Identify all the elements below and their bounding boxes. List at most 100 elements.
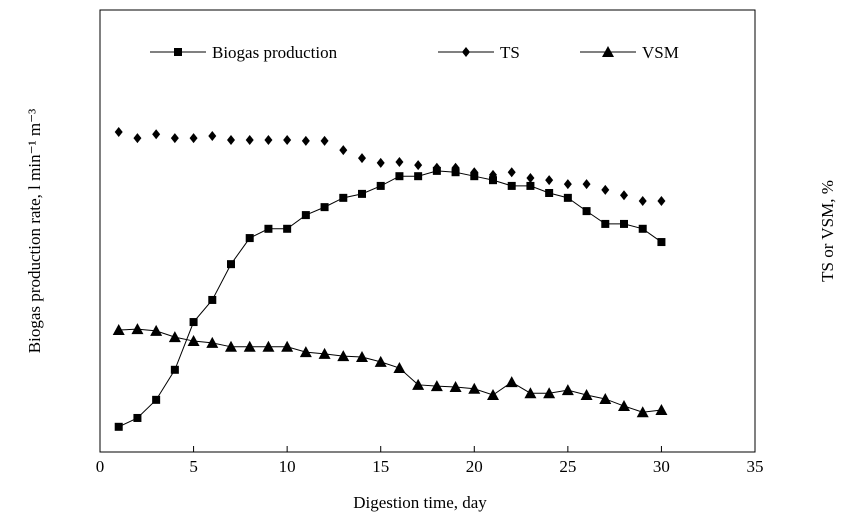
data-point xyxy=(170,365,179,374)
data-point xyxy=(543,387,556,399)
data-point xyxy=(430,380,443,392)
data-point xyxy=(489,176,497,185)
x-tick-label: 20 xyxy=(466,457,483,476)
data-point xyxy=(545,175,554,186)
data-point xyxy=(262,340,275,352)
y2-axis-label: TS or VSM, % xyxy=(818,180,837,282)
legend-marker xyxy=(602,46,614,57)
data-point xyxy=(281,340,294,352)
y-axis-label: Biogas production rate, l min⁻¹ m⁻³ xyxy=(25,109,44,353)
data-point xyxy=(131,323,144,335)
data-point xyxy=(563,179,572,190)
data-point xyxy=(245,234,254,243)
data-point xyxy=(395,172,404,181)
data-point xyxy=(114,126,123,137)
data-point xyxy=(395,157,404,168)
data-point xyxy=(638,224,647,233)
legend-marker xyxy=(462,47,470,57)
x-axis-label: Digestion time, day xyxy=(353,493,487,512)
data-point xyxy=(227,134,235,145)
data-point xyxy=(468,382,481,394)
x-tick-label: 5 xyxy=(189,457,198,476)
data-point xyxy=(283,224,292,233)
legend-label: Biogas production xyxy=(212,43,338,62)
data-point xyxy=(225,340,237,352)
data-point xyxy=(451,162,460,173)
data-point xyxy=(170,133,179,144)
data-point xyxy=(339,145,348,156)
data-point xyxy=(582,207,591,216)
x-tick-label: 35 xyxy=(747,457,764,476)
data-point xyxy=(507,181,516,190)
x-tick-label: 25 xyxy=(559,457,576,476)
legend-label: VSM xyxy=(642,43,679,62)
data-point xyxy=(636,406,649,418)
data-point xyxy=(301,135,310,146)
data-point xyxy=(414,160,423,171)
data-point xyxy=(152,129,161,140)
data-point xyxy=(208,295,217,304)
data-point xyxy=(337,350,350,362)
data-point xyxy=(412,378,425,390)
data-point xyxy=(487,388,499,400)
data-point xyxy=(655,404,668,416)
x-tick-label: 15 xyxy=(372,457,389,476)
series-line xyxy=(118,170,662,428)
data-point xyxy=(618,400,630,412)
data-point xyxy=(227,260,235,269)
data-point xyxy=(524,387,537,399)
data-point xyxy=(657,238,666,247)
data-point xyxy=(114,422,123,431)
data-point xyxy=(339,193,348,202)
data-point xyxy=(152,395,161,404)
data-point xyxy=(561,384,574,396)
data-point xyxy=(301,211,310,220)
data-point xyxy=(189,133,198,144)
data-point xyxy=(320,135,329,146)
x-tick-label: 30 xyxy=(653,457,670,476)
data-point xyxy=(505,376,518,388)
data-point xyxy=(620,190,628,201)
x-tick-label: 0 xyxy=(96,457,105,476)
data-point xyxy=(582,179,591,190)
data-point xyxy=(393,362,406,374)
data-point xyxy=(601,219,610,228)
data-point xyxy=(264,224,273,233)
data-point xyxy=(601,184,610,195)
legend-label: TS xyxy=(500,43,520,62)
data-point xyxy=(133,413,142,422)
data-point xyxy=(526,172,535,183)
legend-marker xyxy=(174,48,182,56)
data-point xyxy=(489,169,497,180)
plot-frame xyxy=(99,9,756,453)
data-point xyxy=(264,134,273,145)
data-point xyxy=(376,157,385,168)
data-point xyxy=(133,133,142,144)
data-point xyxy=(187,335,200,347)
data-point xyxy=(318,347,331,359)
data-point xyxy=(283,134,292,145)
data-point xyxy=(563,193,572,202)
data-point xyxy=(470,167,479,178)
data-point xyxy=(299,346,312,358)
data-point xyxy=(356,350,368,362)
data-point xyxy=(208,130,217,141)
data-point xyxy=(580,388,593,400)
data-point xyxy=(526,181,535,190)
data-point xyxy=(189,318,198,327)
x-tick-label: 10 xyxy=(279,457,296,476)
data-point xyxy=(638,195,647,206)
data-point xyxy=(545,188,554,197)
data-point xyxy=(376,181,385,190)
series-line xyxy=(118,328,662,413)
data-point xyxy=(620,219,628,228)
data-point xyxy=(657,195,666,206)
data-point xyxy=(168,331,181,343)
data-point xyxy=(432,162,441,173)
data-point xyxy=(358,189,366,198)
data-point xyxy=(374,355,387,367)
data-point xyxy=(243,340,256,352)
data-point xyxy=(449,381,462,393)
